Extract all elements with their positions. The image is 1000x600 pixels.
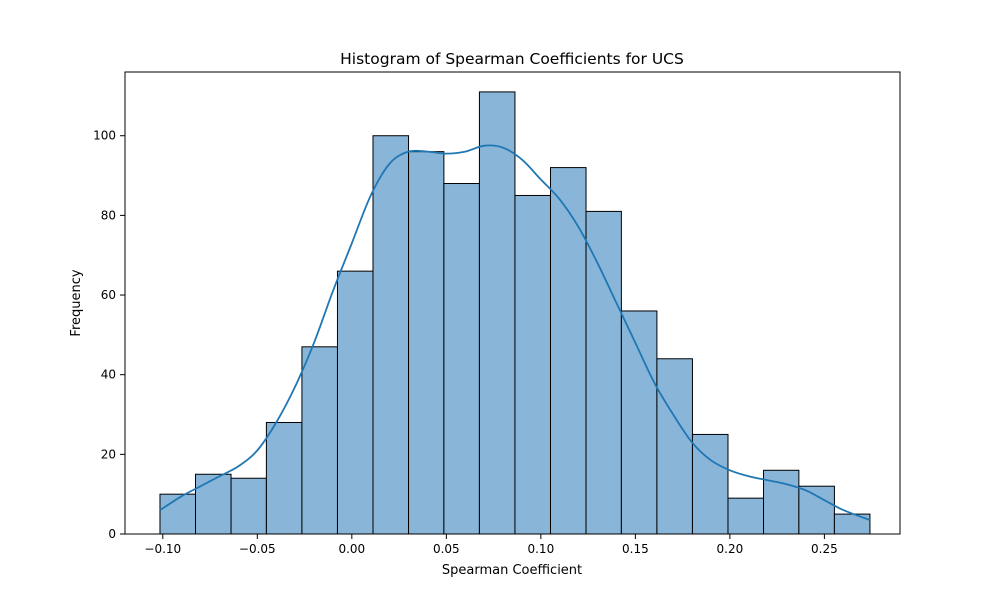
kde-line	[159, 144, 871, 521]
histogram-bar	[195, 473, 232, 535]
y-axis-ticks: 0 20 40 60 80 100	[93, 129, 125, 541]
x-tick-label: 0.20	[717, 542, 744, 556]
histogram-bar	[833, 513, 871, 535]
x-tick-label: 0.10	[527, 542, 554, 556]
y-tick-label: 20	[101, 447, 116, 461]
y-tick-label: 40	[101, 368, 116, 382]
histogram-bar	[443, 183, 480, 535]
x-tick-label: 0.00	[338, 542, 365, 556]
x-tick-label: 0.25	[811, 542, 838, 556]
histogram-bar	[408, 151, 445, 535]
histogram-bar	[798, 485, 835, 535]
y-axis-label: Frequency	[69, 269, 84, 336]
histogram-bar	[620, 310, 658, 535]
y-tick-label: 0	[108, 527, 116, 541]
histogram-bar	[159, 493, 197, 535]
x-axis-ticks: −0.10 −0.05 0.00 0.05 0.10 0.15 0.20 0.25	[144, 534, 838, 556]
histogram-bar	[656, 358, 693, 535]
x-tick-label: 0.15	[622, 542, 649, 556]
y-tick-label: 100	[93, 129, 116, 143]
histogram-bar	[549, 167, 587, 535]
histogram-bar	[727, 497, 765, 535]
histogram-bar	[372, 135, 410, 535]
bars-group	[159, 91, 871, 535]
histogram-bar	[514, 194, 551, 535]
histogram-bar	[585, 210, 622, 535]
histogram-bar	[301, 346, 338, 535]
x-axis-label: Spearman Coefficient	[442, 563, 582, 578]
plot-frame	[124, 71, 901, 535]
chart-title: Histogram of Spearman Coefficients for U…	[340, 50, 684, 68]
kde-group	[159, 144, 871, 521]
y-tick-label: 60	[101, 288, 116, 302]
x-tick-label: 0.05	[433, 542, 460, 556]
histogram-bar	[336, 270, 374, 535]
histogram-bar	[691, 433, 729, 535]
histogram-bar	[478, 91, 516, 535]
y-tick-label: 80	[101, 208, 116, 222]
histogram-bar	[265, 421, 303, 535]
x-tick-label: −0.10	[144, 542, 181, 556]
histogram-bar	[230, 477, 267, 535]
x-tick-label: −0.05	[239, 542, 276, 556]
